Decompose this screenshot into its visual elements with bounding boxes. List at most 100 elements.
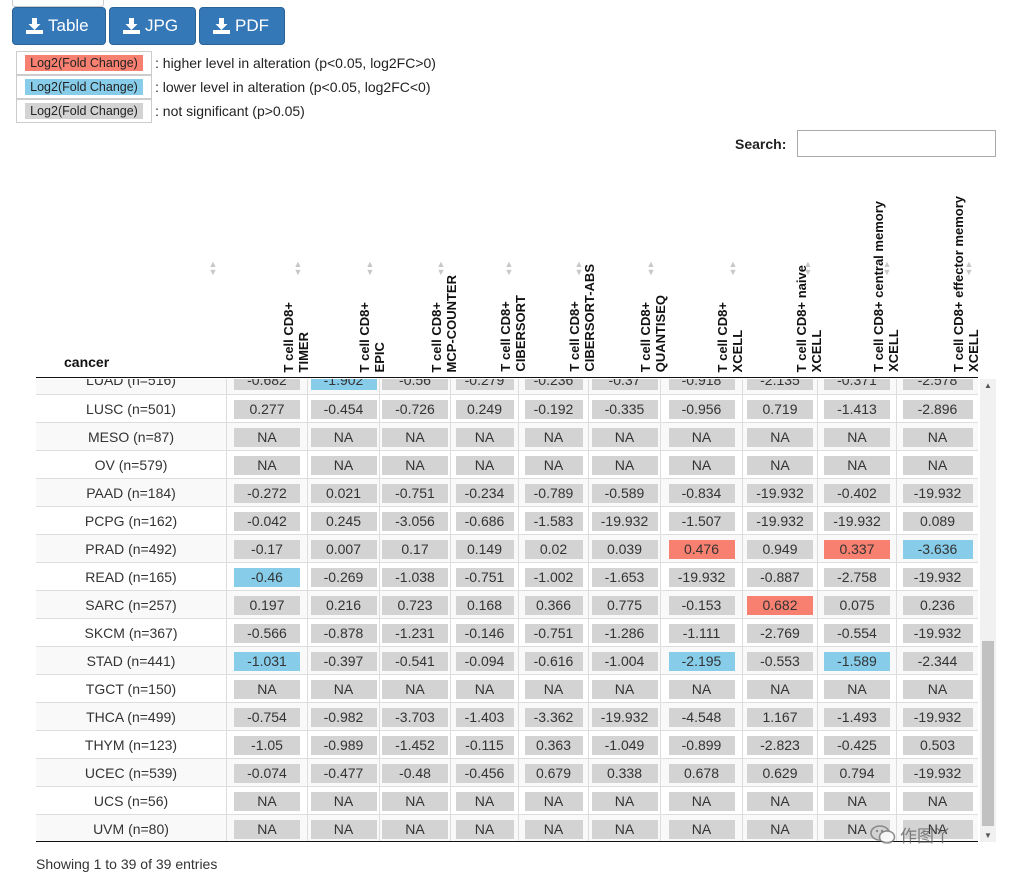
column-header-5[interactable]: T cell CD8+ CIBERSORT-ABS ▲ ▼ [518,160,597,378]
fold-change-value: 0.678 [668,763,735,783]
fold-change-value: NA [382,455,448,475]
fold-change-value: -0.754 [234,707,300,727]
value-cell: -3.636 [896,535,978,563]
scroll-up-arrow-icon[interactable]: ▲ [984,381,992,390]
value-cell: -0.454 [307,395,379,423]
sort-icon[interactable]: ▲ ▼ [646,259,656,277]
value-cell: NA [742,815,817,841]
fold-change-value: -19.932 [902,623,973,643]
column-header-4[interactable]: T cell CD8+ CIBERSORT ▲ ▼ [450,160,528,378]
fold-change-value: -0.682 [234,379,300,390]
column-header-8[interactable]: T cell CD8+ naive XCELL ▲ ▼ [742,160,823,378]
column-header-line: T cell CD8+ [280,301,296,372]
value-cell: 0.277 [226,395,307,423]
fold-change-value: -0.17 [234,539,300,559]
sort-icon[interactable]: ▲ ▼ [803,259,813,277]
fold-change-value: NA [234,679,300,699]
fold-change-value: NA [310,455,377,475]
sort-icon[interactable]: ▲ ▼ [574,259,584,277]
fold-change-value: -1.049 [591,735,658,755]
fold-change-value: -0.425 [824,735,890,755]
value-cell: -0.789 [518,479,588,507]
fold-change-value: -2.758 [824,567,890,587]
value-cell: NA [660,815,742,841]
cancer-cell: THCA (n=499) [86,709,176,725]
value-cell: NA [226,451,307,479]
cancer-cell: LUAD (n=516) [86,379,176,388]
value-cell: -1.004 [588,647,660,675]
value-cell: -0.554 [817,619,896,647]
value-cell: NA [226,423,307,451]
value-cell: -0.751 [518,619,588,647]
fold-change-value: NA [668,427,735,447]
value-cell: -19.932 [896,563,978,591]
value-cell: -3.362 [518,703,588,731]
sort-icon[interactable]: ▲ ▼ [436,259,446,277]
fold-change-value: -19.932 [902,567,973,587]
fold-change-value: -2.195 [668,651,735,671]
table-row: TGCT (n=150) NA NA NA NA NA NA NA NA NA NA [36,674,978,703]
value-cell: -0.456 [450,759,518,787]
fold-change-value: NA [668,819,735,839]
sort-icon[interactable]: ▲ ▼ [964,259,974,277]
fold-change-value: 0.245 [310,511,377,531]
sort-icon[interactable]: ▲ ▼ [504,259,514,277]
fold-change-value: -0.918 [668,379,735,390]
fold-change-value: -1.002 [524,567,583,587]
value-cell: -2.896 [896,395,978,423]
search-input[interactable] [797,130,996,157]
column-header-3[interactable]: T cell CD8+ MCP-COUNTER ▲ ▼ [379,160,458,378]
column-header-6[interactable]: T cell CD8+ QUANTISEQ ▲ ▼ [588,160,668,378]
scrollbar-thumb[interactable] [982,641,994,826]
fold-change-value: 0.007 [310,539,377,559]
value-cell: -0.878 [307,619,379,647]
value-cell: -0.541 [379,647,450,675]
fold-change-value: 0.503 [902,735,973,755]
table-scrollbar[interactable]: ▲ ▼ [980,379,996,842]
column-header-2[interactable]: T cell CD8+ EPIC ▲ ▼ [307,160,387,378]
fold-change-value: -19.932 [591,707,658,727]
fold-change-value: -0.989 [310,735,377,755]
value-cell: 0.338 [588,759,660,787]
value-cell: -1.002 [518,563,588,591]
fold-change-value: NA [455,819,514,839]
column-header-line: XCELL [965,329,981,372]
fold-change-value: -19.932 [668,567,735,587]
sort-icon[interactable]: ▲ ▼ [293,259,303,277]
column-header-10[interactable]: T cell CD8+ effector memory XCELL ▲ ▼ [896,160,981,378]
column-header-cancer[interactable]: cancer ▲ ▼ [36,160,226,378]
scroll-down-arrow-icon[interactable]: ▼ [984,831,992,840]
watermark: 作图丫 [870,822,951,847]
table-row: STAD (n=441) -1.031 -0.397 -0.541 -0.094 -0.6… [36,646,978,675]
fold-change-value: -1.452 [382,735,448,755]
value-cell: -0.754 [226,703,307,731]
sort-icon[interactable]: ▲ ▼ [208,259,218,277]
column-header-line: T cell CD8+ naive [793,264,809,372]
fold-change-value: -2.769 [747,623,813,643]
fold-change-value: -0.074 [234,763,300,783]
column-header-1[interactable]: T cell CD8+ TIMER ▲ ▼ [226,160,310,378]
value-cell: NA [896,815,978,841]
fold-change-value: -3.703 [382,707,448,727]
column-header-7[interactable]: T cell CD8+ XCELL ▲ ▼ [660,160,745,378]
fold-change-value: -0.686 [455,511,514,531]
sort-icon[interactable]: ▲ ▼ [882,259,892,277]
fold-change-value: NA [234,455,300,475]
legend-swatch-ns: Log2(Fold Change) [25,103,143,119]
download-pdf-button[interactable]: PDF [199,7,285,45]
value-cell: 0.249 [450,395,518,423]
fold-change-value: -0.335 [591,399,658,419]
value-cell: -19.932 [896,479,978,507]
column-header-line: T cell CD8+ [428,301,444,372]
download-table-button[interactable]: Table [12,7,106,45]
value-cell: NA [896,787,978,815]
download-jpg-button[interactable]: JPG [109,7,196,45]
value-cell: NA [588,451,660,479]
value-cell: -0.269 [307,563,379,591]
value-cell: -19.932 [742,479,817,507]
fold-change-value: -0.234 [455,483,514,503]
sort-icon[interactable]: ▲ ▼ [728,259,738,277]
value-cell: NA [817,815,896,841]
sort-icon[interactable]: ▲ ▼ [365,259,375,277]
column-header-9[interactable]: T cell CD8+ central memory XCELL ▲ ▼ [817,160,900,378]
